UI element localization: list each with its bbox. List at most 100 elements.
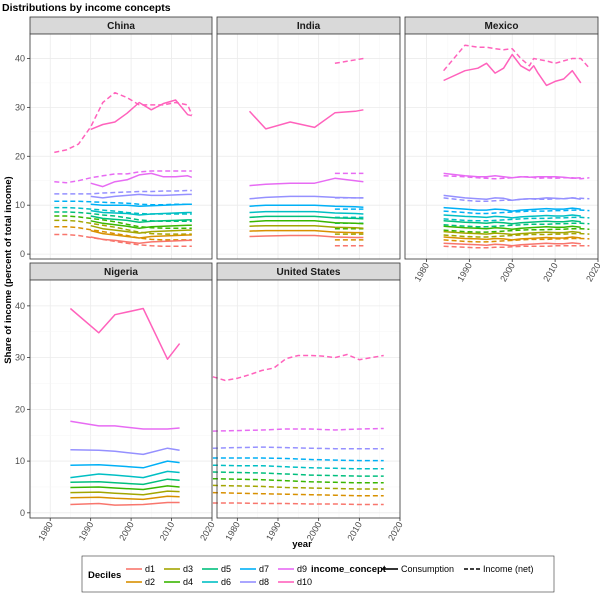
series-line-d4-consumption (249, 220, 364, 225)
y-tick-label: 20 (15, 404, 25, 414)
panel-india: India (216, 16, 401, 260)
panel-border (29, 279, 213, 519)
series-group (69, 307, 181, 506)
x-tick-label: 2010 (541, 261, 560, 283)
panel-nigeria: Nigeria 0 10 20 30 40 1980 1990 2000 2010 2020 (15, 262, 217, 542)
y-tick-label: 20 (15, 151, 25, 161)
legend-label-d5: d5 (221, 564, 231, 574)
series-line-d5-consumption (70, 478, 180, 486)
series-line-d9-income-net (212, 427, 384, 432)
series-line-d7-consumption (70, 460, 180, 469)
series-line-d8-income-net (212, 446, 384, 450)
series-line-d5-income-net (443, 222, 590, 228)
grid (216, 33, 401, 259)
series-line-d6-income-net (54, 206, 192, 215)
y-tick-label: 0 (20, 249, 25, 259)
y-tick-label: 0 (20, 508, 25, 518)
series-line-d1-consumption (443, 242, 581, 247)
x-axis-title: year (292, 539, 312, 550)
panel-title: Nigeria (104, 267, 138, 278)
series-line-d6-income-net (212, 464, 384, 470)
series-line-d4-income-net (443, 227, 590, 233)
series-line-d6-consumption (249, 210, 364, 215)
series-line-d6-consumption (443, 214, 581, 219)
series-line-d6-consumption (70, 470, 180, 479)
series-line-d7-consumption (90, 203, 192, 207)
series-line-d3-income-net (54, 219, 192, 235)
series-line-d2-income-net (212, 491, 384, 497)
panel-border (216, 33, 401, 260)
x-tick-label: 2020 (386, 520, 405, 542)
panel-china: China 0 10 20 30 40 (15, 16, 213, 260)
x-tick-label: 1990 (77, 520, 96, 542)
series-group (54, 91, 193, 248)
series-line-d7-income-net (443, 209, 590, 215)
series-line-d3-consumption (249, 224, 364, 229)
legend-label-consumption: Consumption (401, 564, 454, 574)
series-line-d1-income-net (54, 233, 192, 248)
panel-title: India (297, 21, 321, 32)
series-line-d4-consumption (70, 485, 180, 491)
x-tick-label: 1980 (36, 520, 55, 542)
series-line-d1-income-net (443, 245, 590, 249)
series-line-d10-consumption (443, 53, 582, 87)
series-line-d2-consumption (249, 229, 364, 234)
series-group (443, 44, 590, 249)
panel-title: Mexico (485, 21, 519, 32)
panel-background (217, 280, 400, 518)
y-tick-label: 10 (15, 200, 25, 210)
legend-label-d7: d7 (259, 564, 269, 574)
panel-background (30, 280, 212, 518)
x-tick-label: 2010 (158, 520, 177, 542)
series-line-d4-consumption (443, 225, 581, 230)
series-line-d10-consumption (248, 109, 364, 130)
series-line-d8-consumption (90, 193, 192, 199)
series-line-d10-income-net (54, 91, 193, 154)
panel-mexico: Mexico 1980 1990 2000 2010 2020 (404, 16, 600, 283)
series-line-d3-consumption (70, 490, 180, 496)
series-line-d7-consumption (443, 206, 581, 212)
series-line-d3-consumption (443, 230, 581, 236)
x-tick-label: 1990 (264, 520, 283, 542)
legend: Deciles d1 d2 d3 d4 d5 d6 d7 d8 d9 d10 income_conce… (81, 555, 555, 593)
y-tick-label: 40 (15, 53, 25, 63)
series-line-d4-income-net (54, 215, 192, 229)
series-line-d7-consumption (249, 204, 364, 208)
legend-label-d8: d8 (259, 577, 269, 587)
series-line-d7-income-net (54, 200, 192, 206)
panel-title: China (107, 21, 135, 32)
series-line-d8-income-net (54, 189, 192, 195)
panel-border (29, 33, 213, 260)
x-tick-label: 2020 (584, 261, 600, 283)
x-tick-label: 1990 (455, 261, 474, 283)
legend-label-d6: d6 (221, 577, 231, 587)
series-line-d10-income-net (212, 353, 384, 382)
series-line-d8-consumption (70, 447, 180, 456)
x-tick-label: 2020 (198, 520, 217, 542)
legend-label-d3: d3 (183, 564, 193, 574)
panel-border (216, 279, 401, 519)
y-axis-title: Share of income (percent of total income… (3, 176, 14, 363)
series-line-d3-income-net (443, 232, 590, 238)
panel-title: United States (277, 267, 341, 278)
series-group (212, 353, 384, 506)
series-line-d5-consumption (249, 215, 364, 220)
series-line-d5-consumption (90, 215, 192, 224)
series-line-d7-income-net (212, 457, 384, 462)
legend-box (81, 555, 555, 593)
x-tick-label: 2000 (498, 261, 517, 283)
y-tick-label: 30 (15, 102, 25, 112)
legend-label-d2: d2 (145, 577, 155, 587)
series-line-d9-income-net (443, 175, 590, 180)
series-line-d1-income-net (212, 502, 384, 506)
series-line-d6-income-net (443, 216, 590, 222)
series-line-d4-income-net (212, 477, 384, 484)
legend-label-income-net: Income (net) (483, 564, 534, 574)
series-line-d10-income-net (334, 57, 364, 65)
x-tick-label: 1980 (223, 520, 242, 542)
series-group (248, 57, 364, 247)
series-line-d2-consumption (70, 495, 180, 501)
